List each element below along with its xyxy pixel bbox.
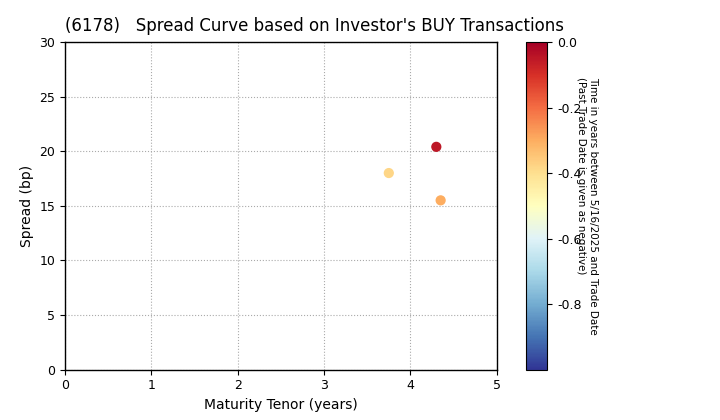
- Text: (6178)   Spread Curve based on Investor's BUY Transactions: (6178) Spread Curve based on Investor's …: [65, 17, 564, 35]
- Point: [431, 144, 442, 150]
- Point: [435, 197, 446, 204]
- Y-axis label: Spread (bp): Spread (bp): [19, 165, 34, 247]
- Text: Time in years between 5/16/2025 and Trade Date
(Past Trade Date is given as nega: Time in years between 5/16/2025 and Trad…: [576, 77, 598, 335]
- X-axis label: Maturity Tenor (years): Maturity Tenor (years): [204, 398, 358, 412]
- Point: [383, 170, 395, 176]
